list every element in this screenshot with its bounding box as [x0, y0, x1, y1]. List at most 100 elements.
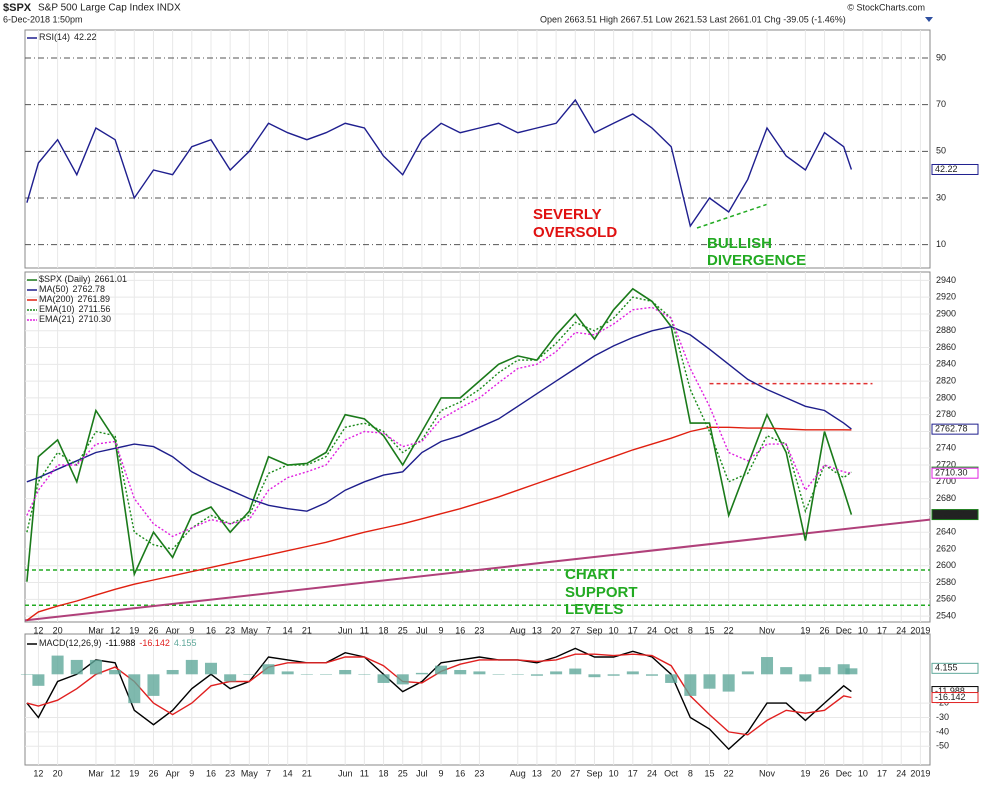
- y-tick-label: 50: [936, 146, 946, 156]
- x-tick-label: 15: [704, 768, 714, 778]
- histogram-bar: [70, 659, 83, 675]
- legend: EMA(21) 2710.30: [39, 314, 111, 324]
- y-tick-label: 2880: [936, 325, 956, 335]
- histogram-bar: [837, 664, 850, 675]
- series-line: [26, 426, 852, 621]
- x-tick-label: 10: [609, 768, 619, 778]
- x-tick-label: Oct: [664, 625, 679, 635]
- y-tick-label: 2620: [936, 543, 956, 553]
- legend-value: 2761.89: [78, 294, 111, 304]
- index-name: S&P 500 Large Cap Index INDX: [38, 3, 181, 14]
- legend-value: 2661.01: [95, 274, 128, 284]
- x-tick-label: 16: [206, 625, 216, 635]
- annotation: SUPPORT: [565, 584, 638, 601]
- x-tick-label: Jul: [416, 768, 428, 778]
- value-tag: [931, 662, 979, 674]
- histogram-bar: [300, 674, 313, 675]
- x-tick-label: 16: [455, 625, 465, 635]
- x-tick-label: 20: [53, 768, 63, 778]
- x-tick-label: 21: [302, 625, 312, 635]
- histogram-bar: [435, 665, 448, 675]
- histogram-bar: [339, 669, 352, 675]
- legend-value: 2710.30: [79, 314, 112, 324]
- y-tick-label: 2800: [936, 392, 956, 402]
- trend-line: [24, 518, 931, 622]
- histogram-bar: [607, 674, 620, 676]
- histogram-bar: [51, 655, 64, 675]
- y-tick-label: 2640: [936, 527, 956, 537]
- y-tick-label: 2900: [936, 308, 956, 318]
- histogram-bar: [569, 668, 582, 675]
- x-tick-label: 26: [148, 768, 158, 778]
- x-tick-label: 11: [360, 768, 369, 778]
- legend: EMA(10) 2711.56: [39, 304, 110, 314]
- legend-value: -16.142: [139, 638, 170, 648]
- histogram-bar: [665, 674, 678, 683]
- legend-name: MA(200): [39, 294, 74, 304]
- x-tick-label: 10: [858, 625, 868, 635]
- quote: Open 2663.51 High 2667.51 Low 2621.53 La…: [540, 14, 846, 24]
- value-tag: [931, 692, 979, 704]
- y-tick-label: 2560: [936, 594, 956, 604]
- histogram-bar: [147, 674, 160, 696]
- y-tick-label: 10: [936, 239, 946, 249]
- x-tick-label: 24: [896, 768, 906, 778]
- series-line: [26, 296, 852, 550]
- value-tag: [931, 509, 979, 521]
- value-tag-label: 4.155: [935, 663, 958, 673]
- x-tick-label: 17: [877, 625, 887, 635]
- y-tick-label: 2940: [936, 275, 956, 285]
- legend-title: MACD(12,26,9): [39, 638, 102, 648]
- histogram-bar: [128, 674, 141, 704]
- x-tick-label: 17: [628, 625, 638, 635]
- x-tick-label: 20: [551, 625, 561, 635]
- histogram-bar: [204, 662, 217, 675]
- series-line: [26, 287, 853, 582]
- histogram-bar: [492, 674, 505, 675]
- x-tick-label: 20: [551, 768, 561, 778]
- dropdown-arrow[interactable]: [925, 17, 933, 22]
- date: 6-Dec-2018 1:50pm: [3, 14, 83, 24]
- histogram-bar: [224, 674, 237, 682]
- histogram-bar: [626, 671, 639, 675]
- x-tick-label: 9: [189, 625, 194, 635]
- histogram-bar: [818, 667, 831, 675]
- x-tick-label: Apr: [166, 768, 180, 778]
- x-tick-label: 19: [129, 625, 139, 635]
- annotation: CHART: [565, 566, 618, 583]
- histogram-bar: [703, 674, 716, 689]
- histogram-bar: [415, 672, 428, 675]
- y-tick-label: 2680: [936, 493, 956, 503]
- legend-value: 42.22: [74, 32, 97, 42]
- histogram-bar: [799, 674, 812, 682]
- x-tick-label: Sep: [586, 768, 602, 778]
- legend-name: $SPX (Daily): [39, 274, 91, 284]
- symbol: $SPX: [3, 2, 32, 14]
- x-tick-label: 14: [283, 625, 293, 635]
- x-tick-label: 25: [398, 625, 408, 635]
- x-tick-label: 13: [532, 625, 542, 635]
- y-tick-label: 2820: [936, 375, 956, 385]
- histogram-bar: [166, 669, 179, 675]
- panel-frame: [24, 29, 931, 269]
- x-tick-label: 2019: [910, 768, 930, 778]
- legend: RSI(14) 42.22: [39, 32, 97, 42]
- legend: MA(200) 2761.89: [39, 294, 110, 304]
- histogram-bar: [358, 674, 371, 675]
- x-tick-label: 23: [474, 625, 484, 635]
- histogram-bar: [473, 671, 486, 675]
- histogram-bar: [20, 674, 33, 675]
- y-tick-label: 2920: [936, 292, 956, 302]
- x-tick-label: Jun: [338, 625, 353, 635]
- y-tick-label: 2600: [936, 560, 956, 570]
- histogram-bar: [722, 674, 735, 692]
- panel-frame: [24, 271, 931, 623]
- x-tick-label: 23: [225, 768, 235, 778]
- x-tick-label: 26: [820, 768, 830, 778]
- copyright: © StockCharts.com: [847, 2, 925, 12]
- value-tag-label: 42.22: [935, 164, 958, 174]
- series-line: [26, 306, 852, 538]
- x-tick-label: 22: [724, 625, 734, 635]
- value-tag: [931, 163, 979, 175]
- y-tick-label: 2840: [936, 359, 956, 369]
